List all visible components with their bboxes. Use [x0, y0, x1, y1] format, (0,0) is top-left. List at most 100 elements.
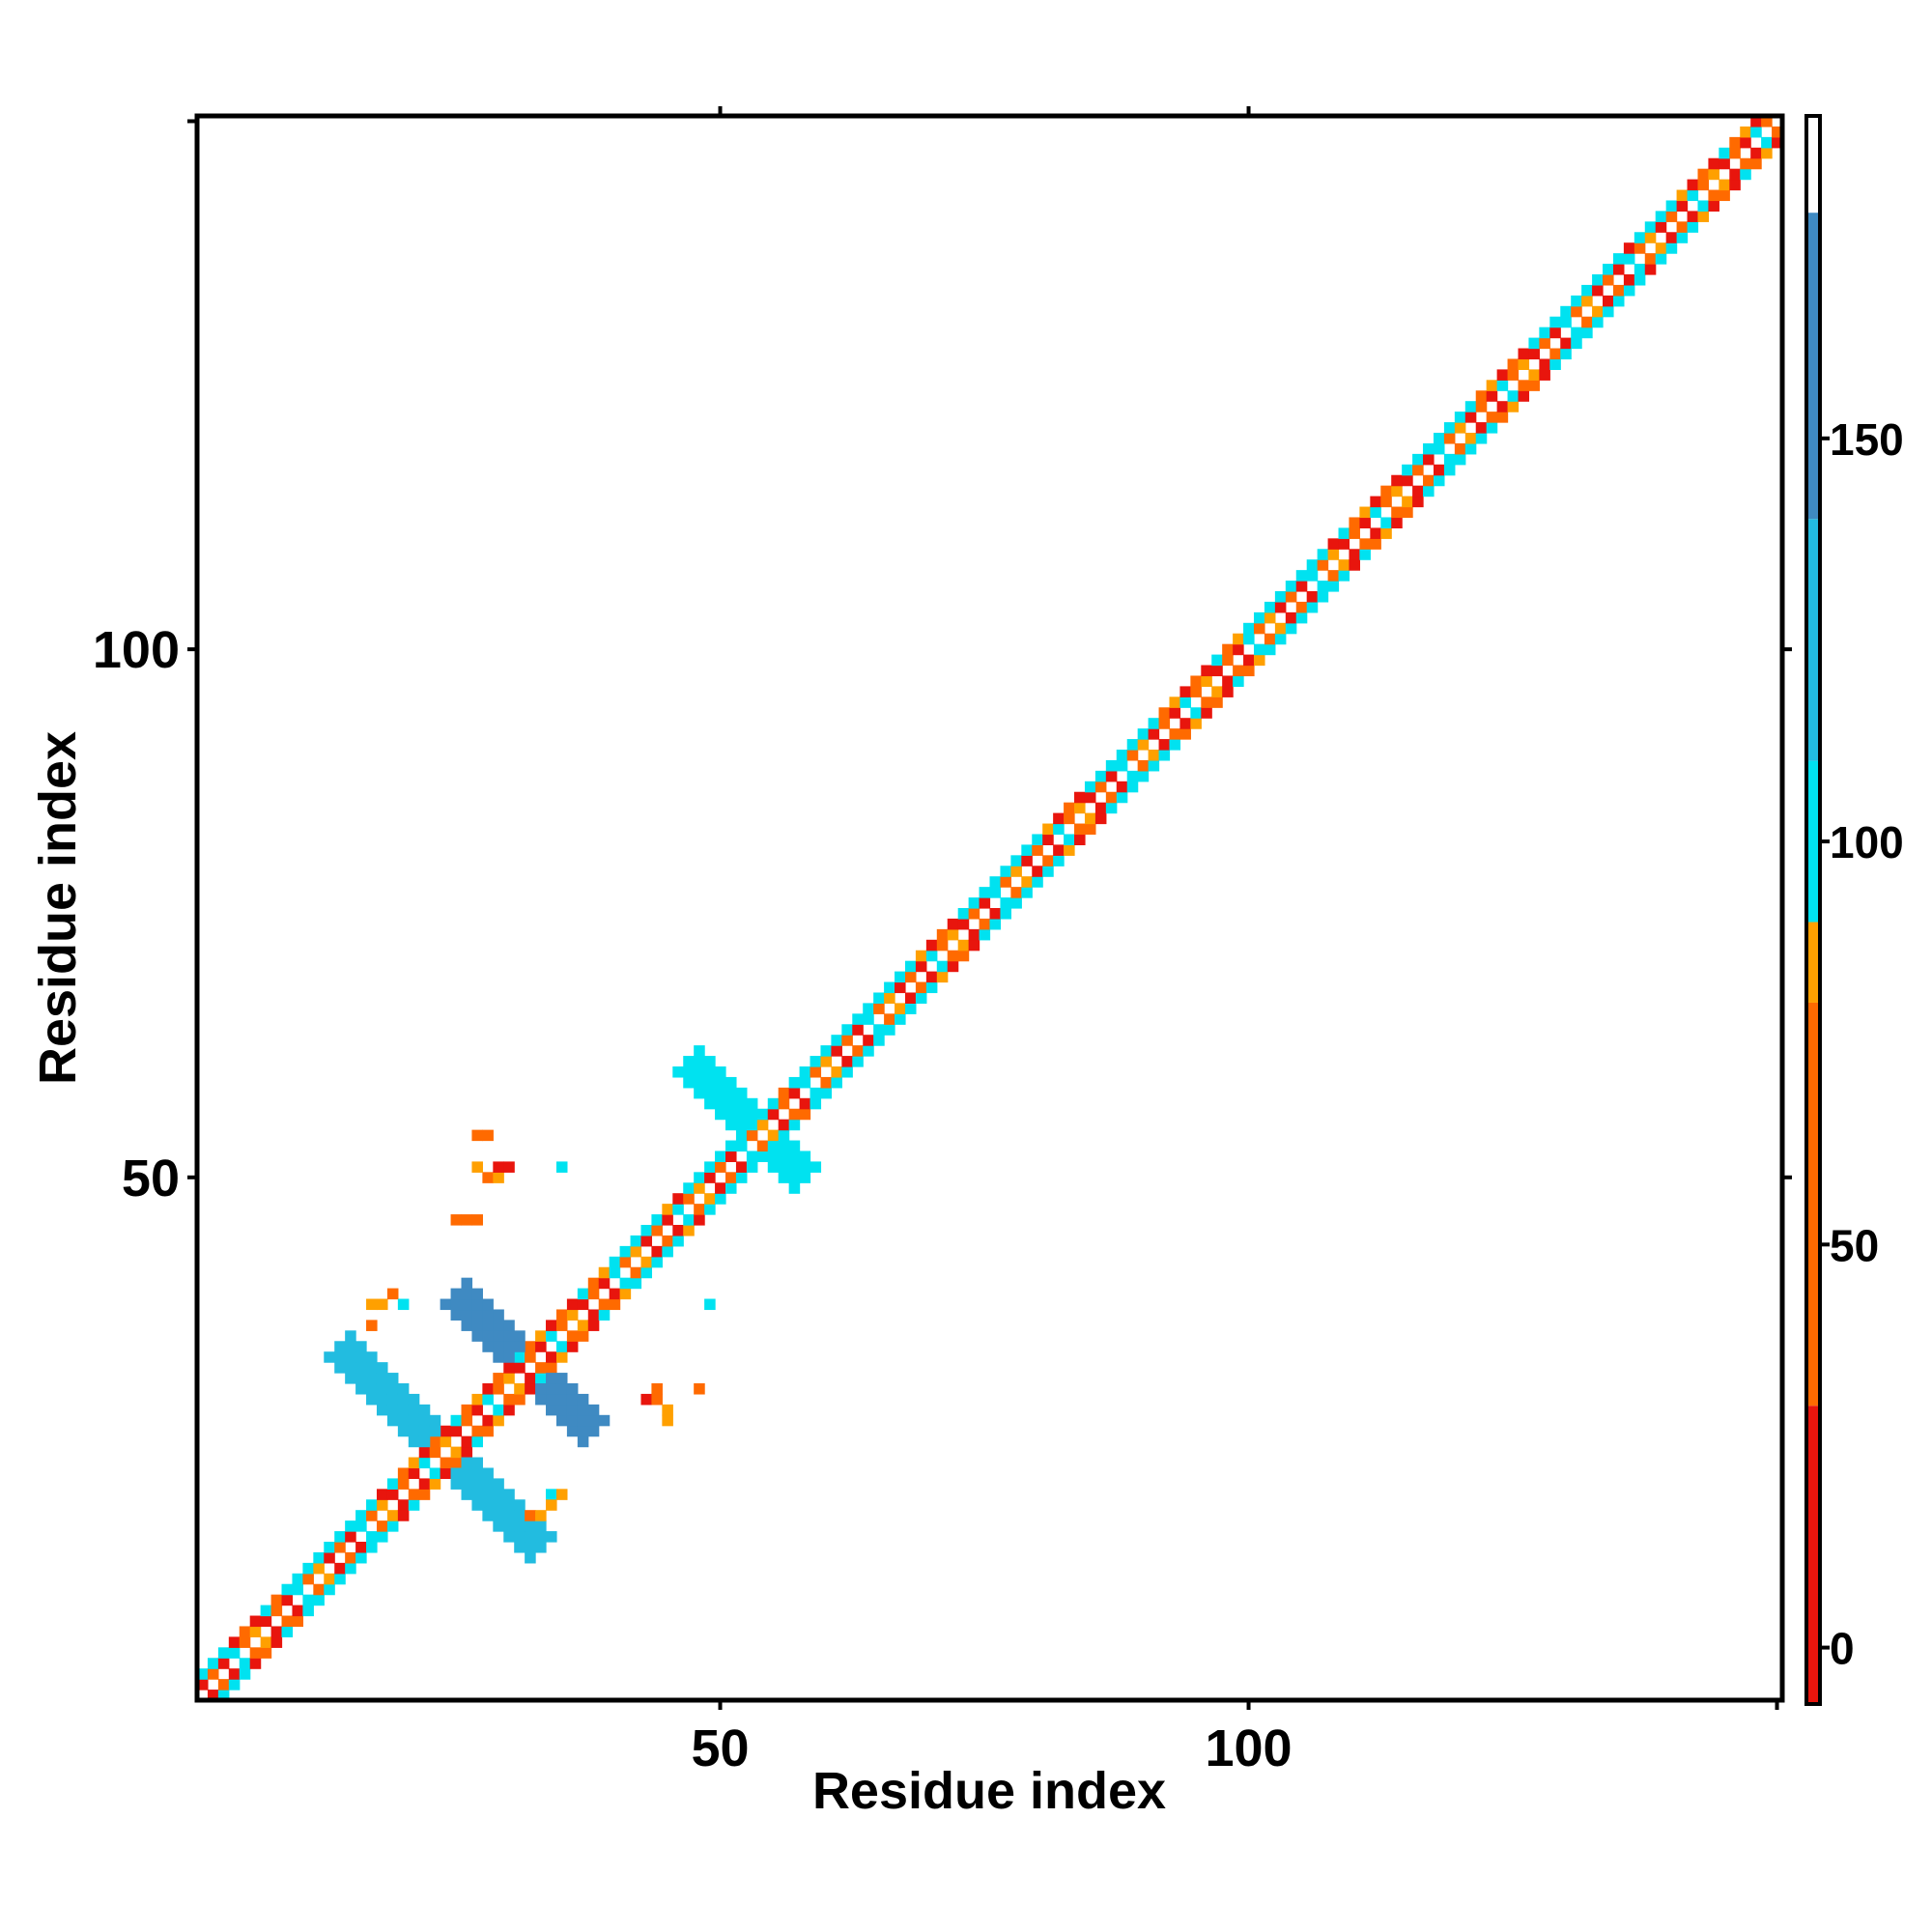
heatmap-cell — [1665, 211, 1678, 222]
heatmap-cell — [1327, 581, 1340, 592]
heatmap-cell — [662, 1404, 673, 1416]
heatmap-cell — [1158, 718, 1171, 729]
heatmap-cell — [1464, 442, 1477, 455]
heatmap-cell — [957, 939, 970, 952]
heatmap-cell — [270, 1636, 283, 1648]
heatmap-cell — [440, 1435, 452, 1448]
heatmap-cell — [1190, 675, 1202, 687]
heatmap-cell — [482, 1309, 494, 1321]
heatmap-cell — [1285, 622, 1297, 635]
heatmap-cell — [566, 1414, 579, 1427]
heatmap-cell — [397, 1298, 410, 1311]
heatmap-cell — [895, 971, 906, 983]
heatmap-cell — [799, 1097, 811, 1110]
heatmap-cell — [1137, 728, 1150, 740]
heatmap-cell — [292, 1605, 303, 1617]
heatmap-cell — [704, 1193, 716, 1205]
heatmap-cell — [957, 950, 970, 962]
heatmap-cell — [482, 1320, 494, 1331]
heatmap-cell — [1201, 675, 1212, 687]
heatmap-cell — [704, 1097, 716, 1110]
heatmap-cell — [1295, 611, 1308, 624]
heatmap-cell — [482, 1425, 494, 1437]
heatmap-cell — [217, 1690, 230, 1701]
heatmap-cell — [694, 1076, 705, 1089]
heatmap-cell — [525, 1542, 536, 1553]
heatmap-cell — [715, 1076, 726, 1089]
heatmap-cell — [947, 960, 959, 973]
heatmap-cell — [1074, 791, 1086, 804]
heatmap-cell — [450, 1457, 463, 1469]
y-tick-label: 50 — [122, 1150, 180, 1208]
heatmap-cell — [239, 1658, 251, 1669]
heatmap-cell — [355, 1520, 367, 1532]
heatmap-cell — [587, 1414, 600, 1427]
colorbar-frame — [1804, 114, 1822, 1706]
heatmap-cell — [1581, 284, 1593, 297]
heatmap-cell — [1528, 380, 1540, 391]
heatmap-cell — [1211, 654, 1223, 667]
heatmap-cell — [1708, 168, 1719, 181]
heatmap-cell — [704, 1066, 716, 1078]
heatmap-cell — [735, 1161, 748, 1173]
heatmap-cell — [440, 1298, 452, 1311]
heatmap-cell — [1549, 348, 1561, 360]
heatmap-cell — [863, 1035, 874, 1046]
heatmap-cell — [1169, 728, 1181, 740]
heatmap-cell — [514, 1341, 526, 1352]
heatmap-cell — [1644, 221, 1657, 233]
heatmap-cell — [1486, 390, 1498, 402]
heatmap-cell — [334, 1531, 346, 1543]
heatmap-cell — [788, 1172, 801, 1183]
heatmap-cell — [725, 1151, 737, 1162]
heatmap-cell — [429, 1425, 441, 1437]
heatmap-cell — [408, 1404, 420, 1416]
heatmap-cell — [546, 1489, 557, 1500]
heatmap-cell — [1539, 369, 1550, 381]
heatmap-cell — [767, 1151, 780, 1162]
heatmap-cell — [577, 1435, 589, 1448]
heatmap-cell — [1274, 591, 1287, 603]
heatmap-cell — [1549, 316, 1561, 328]
heatmap-cell — [386, 1510, 399, 1521]
heatmap-cell — [1148, 718, 1160, 729]
heatmap-cell — [1032, 866, 1043, 877]
heatmap-cell — [1084, 812, 1096, 825]
heatmap-cell — [1190, 718, 1202, 729]
heatmap-cell — [471, 1467, 483, 1479]
heatmap-cell — [704, 1076, 716, 1089]
heatmap-cell — [989, 887, 1002, 898]
heatmap-cell — [1708, 189, 1719, 202]
heatmap-cell — [1158, 739, 1171, 751]
heatmap-cell — [1496, 380, 1509, 391]
heatmap-cell — [281, 1594, 294, 1606]
colorbar-band — [1806, 1002, 1820, 1406]
heatmap-cell — [1423, 453, 1435, 466]
heatmap-cell — [355, 1551, 367, 1564]
heatmap-cell — [1496, 369, 1509, 381]
heatmap-cell — [746, 1097, 758, 1110]
heatmap-cell — [197, 1668, 209, 1680]
heatmap-cell — [1402, 506, 1413, 519]
heatmap-cell — [482, 1393, 494, 1406]
heatmap-cell — [1549, 327, 1561, 339]
heatmap-cell — [989, 908, 1002, 920]
heatmap-cell — [1317, 559, 1329, 571]
heatmap-cell — [503, 1362, 515, 1374]
heatmap-cell — [925, 981, 938, 994]
heatmap-cell — [1772, 136, 1783, 149]
heatmap-cell — [1010, 855, 1022, 867]
heatmap-cell — [503, 1489, 515, 1500]
heatmap-cell — [694, 1087, 705, 1099]
heatmap-cell — [471, 1489, 483, 1500]
heatmap-cell — [418, 1435, 431, 1448]
heatmap-cell — [925, 971, 938, 983]
heatmap-cell — [662, 1214, 673, 1226]
heatmap-cell — [493, 1414, 504, 1427]
heatmap-cell — [1349, 559, 1360, 571]
heatmap-cell — [1179, 696, 1191, 708]
heatmap-cell — [366, 1393, 378, 1406]
heatmap-cell — [386, 1288, 399, 1300]
colorbar-band — [1806, 922, 1820, 1003]
heatmap-cell — [915, 992, 927, 1004]
